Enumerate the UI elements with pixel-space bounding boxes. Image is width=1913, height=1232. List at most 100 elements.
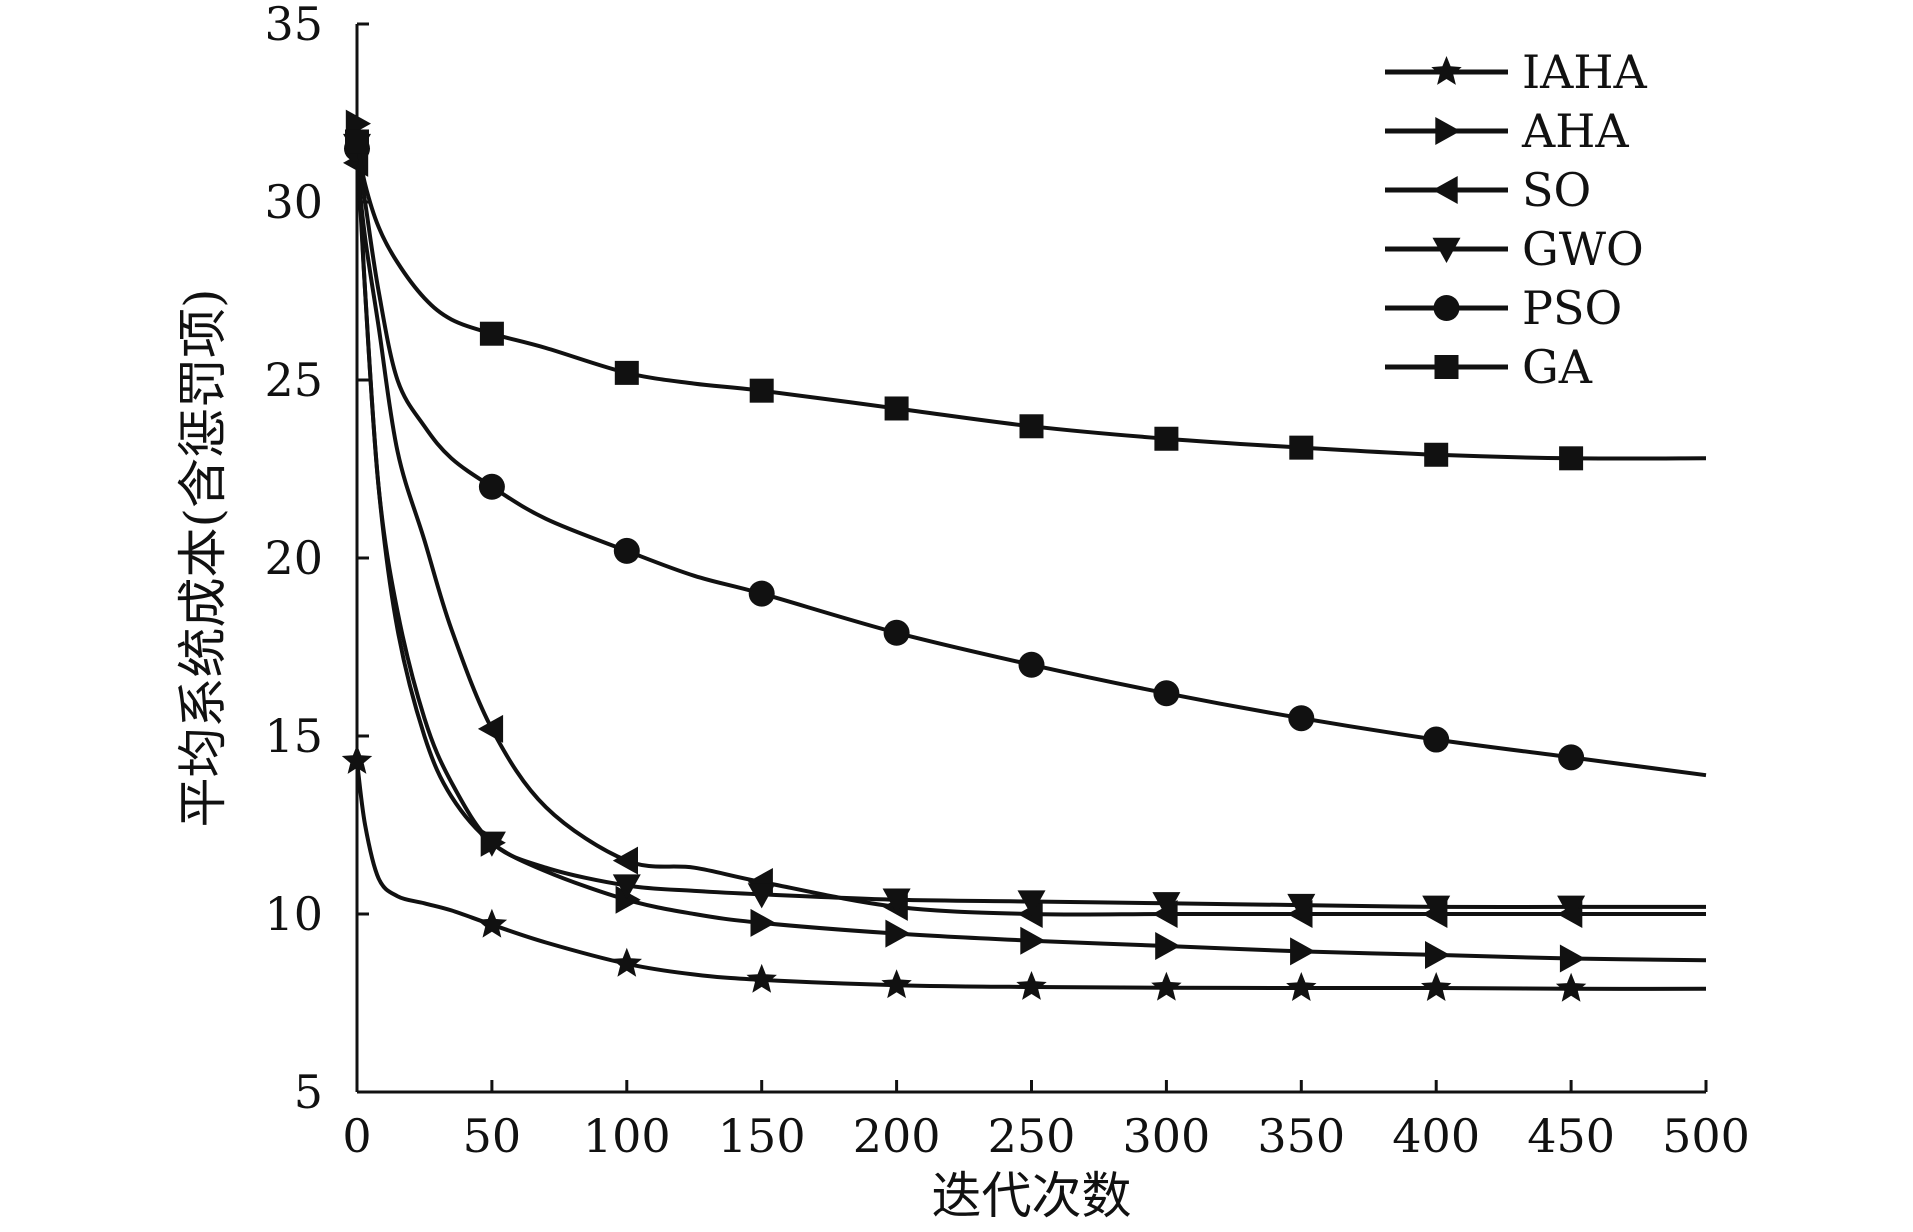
data-point [478,473,505,500]
series-line [355,141,1707,461]
data-point [612,846,638,875]
x-tick-label: 400 [1392,1109,1480,1163]
legend-label: GA [1522,340,1593,394]
x-tick-label: 250 [988,1109,1076,1163]
data-point [477,714,504,743]
series-aha [345,109,1707,973]
data-point [1019,414,1044,439]
data-point [1286,972,1317,1001]
legend-marker [1435,117,1461,145]
x-tick-label: 150 [718,1109,806,1163]
y-tick-label: 30 [264,175,323,229]
data-point [1424,442,1449,467]
data-point [1557,895,1586,921]
x-tick-label: 100 [583,1109,671,1163]
data-point [1423,726,1450,753]
data-point [1016,971,1047,1000]
data-point [883,619,910,646]
legend-label: GWO [1522,222,1644,276]
data-point [615,885,641,914]
legend-label: SO [1522,163,1591,217]
data-point [749,378,774,403]
x-tick-label: 0 [342,1109,371,1163]
data-point [1017,900,1043,928]
data-point [1153,680,1180,707]
data-point [1151,971,1182,1001]
data-point [1288,705,1315,732]
data-point [1289,435,1314,460]
data-point [1018,651,1045,678]
legend-label: PSO [1522,281,1622,335]
legend-marker [1431,56,1462,85]
data-point [1559,944,1586,973]
data-point [1421,972,1452,1001]
y-tick-label: 10 [264,887,323,941]
legend-item: IAHA [1385,45,1648,99]
x-tick-label: 450 [1527,1109,1615,1163]
data-point [1425,940,1451,969]
data-point [1290,937,1316,966]
data-point [1555,972,1587,1002]
y-tick-label: 25 [264,353,323,407]
data-point [341,744,373,774]
x-tick-label: 350 [1257,1109,1345,1163]
y-tick-label: 5 [294,1065,323,1119]
series-iaha [341,744,1707,1002]
series-gwo [343,133,1706,921]
data-point [1559,446,1584,471]
data-point [1017,890,1046,916]
data-point [1422,895,1451,921]
data-point [614,360,639,385]
legend-label: AHA [1521,104,1629,158]
legend-item: GA [1385,340,1593,394]
data-point [1020,926,1046,955]
data-point [611,947,642,977]
series-ga [345,129,1707,471]
data-point [476,908,508,938]
legend-marker [1432,176,1458,204]
y-axis-title: 平均系统成本(含惩罚项) [174,288,232,827]
data-point [479,321,504,346]
x-tick-label: 300 [1122,1109,1210,1163]
legend-item: GWO [1385,222,1644,276]
legend-marker [1433,295,1460,321]
data-point [748,580,775,607]
data-point [613,537,640,564]
data-point [1155,932,1181,961]
x-tick-label: 50 [463,1109,522,1163]
x-axis-title: 迭代次数 [932,1167,1132,1225]
series-line [355,144,1706,910]
data-point [345,129,369,154]
data-point [1152,892,1181,918]
data-point [881,969,912,999]
y-tick-label: 35 [264,0,323,51]
data-point [746,963,777,993]
data-point [747,883,776,909]
legend-item: AHA [1385,104,1629,158]
legend-marker [1434,355,1459,379]
data-point [885,919,911,948]
data-point [1287,893,1316,920]
data-point [750,908,776,937]
legend-label: IAHA [1522,45,1648,99]
data-point [884,396,909,421]
data-point [1558,744,1585,771]
legend-item: SO [1385,163,1591,217]
data-point [612,874,641,900]
data-point [477,831,506,857]
series-line [355,162,1706,917]
x-tick-label: 200 [853,1109,941,1163]
series-group [341,109,1707,1002]
y-tick-label: 20 [264,531,323,585]
series-line [355,148,1707,778]
y-tick-label: 15 [264,709,323,763]
data-point [1154,426,1179,451]
data-point [882,888,911,914]
legend-item: PSO [1385,281,1622,335]
x-tick-label: 500 [1662,1109,1750,1163]
legend-marker [1432,237,1461,263]
